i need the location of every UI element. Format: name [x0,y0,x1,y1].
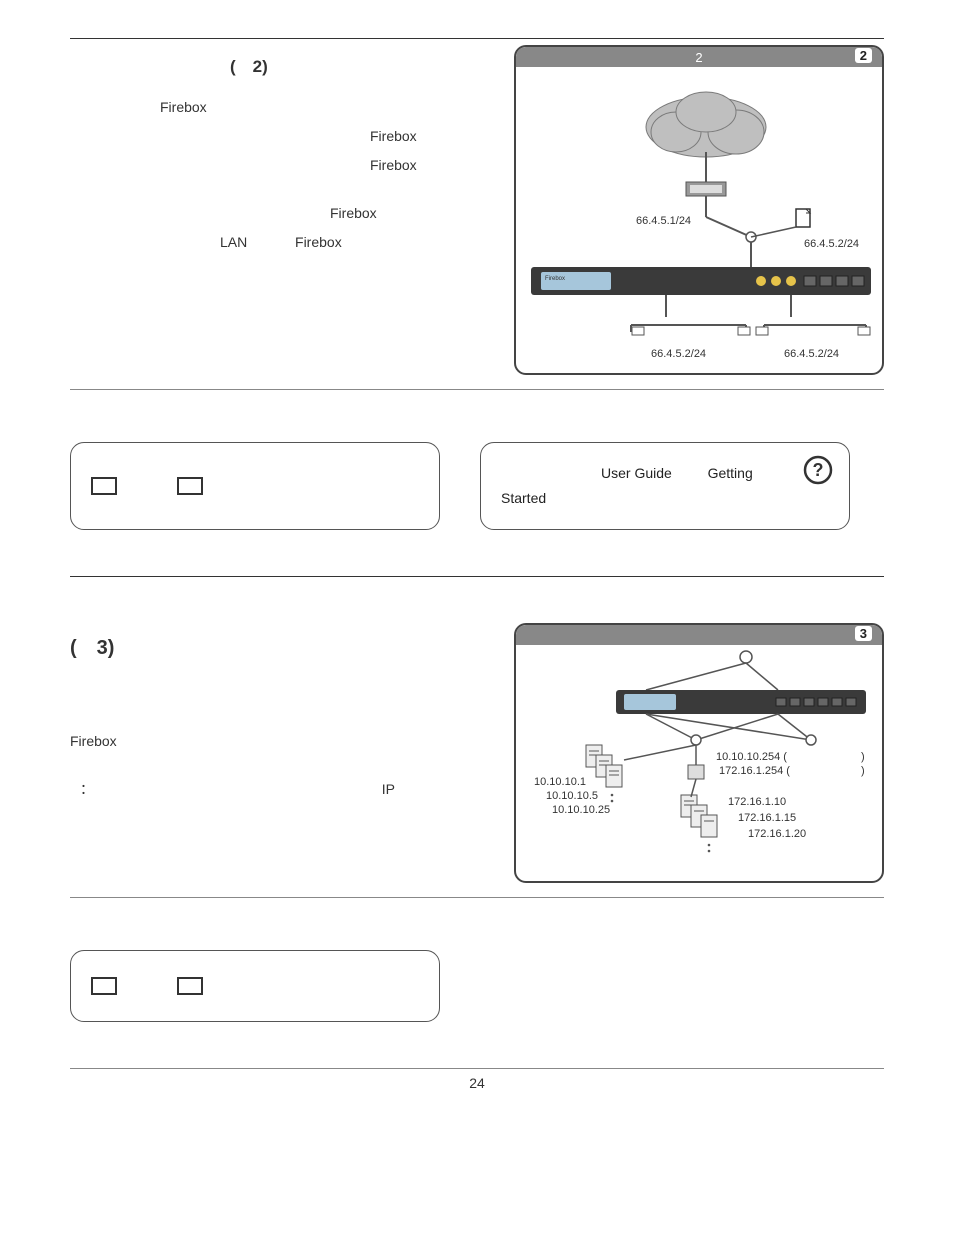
info-box: ? User Guide Getting Started [480,442,850,530]
word-firebox-3: Firebox [370,157,417,173]
diagram-2-svg: 66.4.5.1/24 66.4.5.2/24 Firebox [516,67,884,375]
colon-s3: ： [80,781,94,797]
d3-ip-right-1: 172.16.1.10 [728,796,786,808]
checkbox-item-1a [91,477,117,495]
info-user-guide: User Guide [601,465,672,481]
d2-ip-bottom-right: 66.4.5.2/24 [784,348,839,360]
d3-ip-router-1-end: ) [861,751,865,763]
checkbox-item-1b [177,477,203,495]
diagram-3-svg: 10.10.10.1 10.10.10.5 10.10.10.25 10.10.… [516,645,884,883]
diagram-3-badge: 3 [855,626,872,641]
d3-ip-left-2: 10.10.10.5 [546,790,598,802]
diagram-3: 3 [514,623,884,883]
info-getting: Getting [708,465,753,481]
diagram-3-header: 3 [516,625,882,645]
top-divider [70,38,884,39]
word-firebox-4: Firebox [330,205,377,221]
word-lan: LAN [220,234,247,250]
diagram-2-header: 2 2 [516,47,882,67]
d3-ip-right-3: 172.16.1.20 [748,828,806,840]
checkbox-1a[interactable] [91,477,117,495]
section-3-row: ( 3) Firebox ： IP 3 [70,623,884,883]
svg-text:10.10.10.254 (): 10.10.10.254 () [716,751,865,763]
d3-ip-left-3: 10.10.10.25 [552,804,610,816]
checkbox-2a[interactable] [91,977,117,995]
word-firebox-2: Firebox [370,128,417,144]
checkbox-item-2a [91,977,117,995]
d2-ip-right: 66.4.5.2/24 [804,238,859,250]
help-icon: ? [803,455,833,493]
diagram-2-badge: 2 [855,48,872,63]
d2-ip-bottom-left: 66.4.5.2/24 [651,348,706,360]
page-number: 24 [70,1075,884,1091]
section-2-text: ( 2) Firebox Firebox Firebox Firebox LAN… [70,45,494,258]
word-firebox-5: Firebox [295,234,342,250]
d3-ip-right-2: 172.16.1.15 [738,812,796,824]
word-firebox-s3: Firebox [70,733,117,749]
checkbox-box-1 [70,442,440,530]
d2-ip-left: 66.4.5.1/24 [636,215,691,227]
svg-text:Firebox: Firebox [545,276,565,282]
divider-after-section2 [70,389,884,390]
word-ip: IP [382,781,395,797]
mid-divider [70,576,884,577]
word-firebox-1: Firebox [160,99,207,115]
boxes-row-1: ? User Guide Getting Started [70,412,884,530]
d3-ip-left-1: 10.10.10.1 [534,776,586,788]
svg-text:?: ? [813,460,824,480]
section-2-heading: ( 2) [70,49,494,85]
section-3-text: ( 3) Firebox ： IP [70,623,494,804]
info-started: Started [501,490,546,506]
checkbox-box-2 [70,950,440,1022]
boxes-row-2 [70,920,884,1022]
svg-text:172.16.1.254 (): 172.16.1.254 () [719,765,865,777]
d3-ip-router-2-end: ) [861,765,865,777]
bottom-divider [70,1068,884,1069]
d3-ip-router-2: 172.16.1.254 ( [719,765,790,777]
section-2-row: ( 2) Firebox Firebox Firebox Firebox LAN… [70,45,884,375]
d3-ip-router-1: 10.10.10.254 ( [716,751,787,763]
diagram-2: 2 2 [514,45,884,375]
checkbox-1b[interactable] [177,477,203,495]
checkbox-item-2b [177,977,203,995]
section-3-heading: ( 3) [70,627,494,669]
diagram-2-header-label: 2 [695,50,702,65]
divider-after-section3 [70,897,884,898]
checkbox-2b[interactable] [177,977,203,995]
